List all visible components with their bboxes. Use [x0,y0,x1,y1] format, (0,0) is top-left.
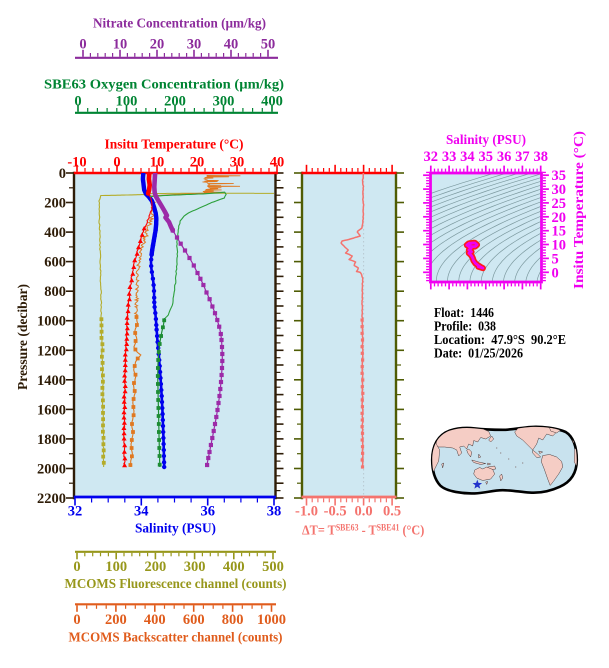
svg-text:Date: 01/25/2026: Date: 01/25/2026 [434,346,523,361]
svg-text:100: 100 [105,559,127,575]
svg-text:0.5: 0.5 [383,504,401,520]
svg-text:MCOMS Backscatter channel (cou: MCOMS Backscatter channel (counts) [69,631,283,646]
svg-text:200: 200 [105,612,127,628]
svg-text:38: 38 [533,149,548,165]
svg-text:34: 34 [134,504,149,520]
svg-text:30: 30 [187,37,202,53]
svg-text:10: 10 [150,155,165,171]
svg-text:Salinity (PSU): Salinity (PSU) [135,522,216,537]
svg-text:500: 500 [262,559,284,575]
svg-text:1000: 1000 [37,314,66,330]
svg-text:40: 40 [224,37,239,53]
svg-text:2200: 2200 [37,491,66,507]
svg-text:30: 30 [230,155,245,171]
svg-text:200: 200 [164,94,186,110]
svg-text:-1.0: -1.0 [295,504,318,520]
svg-text:32: 32 [424,149,439,165]
svg-text:0: 0 [59,166,66,182]
svg-text:200: 200 [44,196,66,212]
svg-text:36: 36 [497,149,512,165]
svg-text:20: 20 [150,37,165,53]
svg-text:Salinity (PSU): Salinity (PSU) [446,133,526,148]
svg-text:25: 25 [552,196,567,212]
svg-text:Nitrate Concentration (µm/kg): Nitrate Concentration (µm/kg) [93,17,266,32]
svg-text:600: 600 [44,255,66,271]
svg-text:100: 100 [116,94,138,110]
svg-text:0: 0 [73,612,80,628]
svg-text:38: 38 [267,504,282,520]
svg-text:Profile: 038: Profile: 038 [434,319,496,334]
svg-text:37: 37 [515,149,530,165]
svg-text:-10: -10 [67,155,86,171]
svg-text:800: 800 [44,284,66,300]
svg-text:0: 0 [79,37,86,53]
svg-text:Location: 47.9°S 90.2°E: Location: 47.9°S 90.2°E [434,332,566,347]
svg-text:20: 20 [552,210,567,226]
svg-text:1800: 1800 [37,432,66,448]
svg-text:0: 0 [74,94,81,110]
svg-text:2000: 2000 [37,462,66,478]
svg-text:30: 30 [552,182,567,198]
svg-text:Float: 1446: Float: 1446 [434,305,494,320]
svg-text:5: 5 [552,251,559,267]
svg-text:35: 35 [479,149,494,165]
svg-text:Insitu Temperature (°C): Insitu Temperature (°C) [572,131,587,289]
svg-text:Pressure (decibar): Pressure (decibar) [16,284,31,390]
svg-text:1000: 1000 [257,612,286,628]
svg-text:20: 20 [190,155,205,171]
svg-text:36: 36 [200,504,215,520]
svg-text:SBE63 Oxygen Concentration (µm: SBE63 Oxygen Concentration (µm/kg) [44,78,284,93]
svg-text:300: 300 [213,94,235,110]
svg-text:15: 15 [552,224,567,240]
svg-text:1200: 1200 [37,343,66,359]
svg-text:-0.5: -0.5 [324,504,347,520]
svg-text:400: 400 [44,225,66,241]
svg-text:0.0: 0.0 [355,504,373,520]
svg-text:MCOMS Fluorescence channel (co: MCOMS Fluorescence channel (counts) [65,577,287,592]
svg-text:Insitu Temperature (°C): Insitu Temperature (°C) [105,138,244,153]
svg-text:1400: 1400 [37,373,66,389]
svg-text:0: 0 [552,265,559,281]
svg-text:400: 400 [144,612,166,628]
svg-text:ΔT= TSBE63 - TSBE41 (°C): ΔT= TSBE63 - TSBE41 (°C) [302,522,424,538]
svg-text:33: 33 [442,149,457,165]
svg-text:34: 34 [460,149,475,165]
svg-text:200: 200 [145,559,167,575]
svg-text:800: 800 [222,612,244,628]
svg-text:32: 32 [68,504,83,520]
svg-text:10: 10 [113,37,128,53]
svg-text:50: 50 [261,37,276,53]
svg-text:300: 300 [184,559,206,575]
svg-text:0: 0 [113,155,120,171]
svg-text:35: 35 [552,168,567,184]
svg-text:40: 40 [270,155,285,171]
svg-text:0: 0 [73,559,80,575]
svg-text:600: 600 [183,612,205,628]
svg-text:400: 400 [223,559,245,575]
svg-text:10: 10 [552,238,567,254]
svg-text:1600: 1600 [37,402,66,418]
svg-text:400: 400 [261,94,283,110]
